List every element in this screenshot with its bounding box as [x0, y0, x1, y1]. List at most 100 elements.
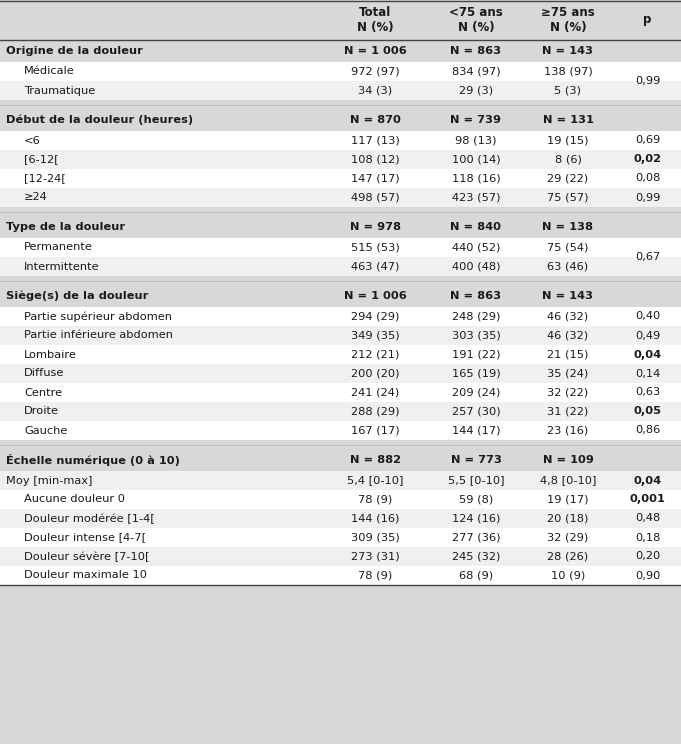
Text: 834 (97): 834 (97): [452, 66, 501, 77]
Text: ≥75 ans
N (%): ≥75 ans N (%): [541, 6, 595, 34]
Text: 75 (57): 75 (57): [548, 193, 589, 202]
Text: 0,05: 0,05: [633, 406, 661, 417]
Text: 277 (36): 277 (36): [452, 533, 501, 542]
Bar: [0, 440, 681, 449]
Bar: [0, 62, 681, 81]
Bar: [0, 216, 681, 238]
Text: 63 (46): 63 (46): [548, 261, 588, 272]
Text: Douleur maximale 10: Douleur maximale 10: [24, 571, 147, 580]
Bar: [0, 383, 681, 402]
Text: 100 (14): 100 (14): [452, 155, 501, 164]
Bar: [0, 490, 681, 509]
Bar: [0, 345, 681, 364]
Text: 400 (48): 400 (48): [452, 261, 501, 272]
Text: 124 (16): 124 (16): [452, 513, 500, 524]
Text: 200 (20): 200 (20): [351, 368, 399, 379]
Bar: [0, 471, 681, 490]
Text: 144 (16): 144 (16): [351, 513, 399, 524]
Text: 273 (31): 273 (31): [351, 551, 399, 562]
Text: 19 (17): 19 (17): [548, 495, 589, 504]
Text: ≥24: ≥24: [24, 193, 48, 202]
Text: Début de la douleur (heures): Début de la douleur (heures): [6, 115, 193, 125]
Text: 212 (21): 212 (21): [351, 350, 399, 359]
Text: 0,49: 0,49: [635, 330, 660, 341]
Text: 288 (29): 288 (29): [351, 406, 399, 417]
Text: 0,18: 0,18: [635, 533, 660, 542]
Text: 118 (16): 118 (16): [452, 173, 501, 184]
Text: N = 138: N = 138: [543, 222, 594, 232]
Bar: [0, 257, 681, 276]
Text: Douleur sévère [7-10[: Douleur sévère [7-10[: [24, 551, 150, 562]
Bar: [0, 0, 681, 40]
Text: 31 (22): 31 (22): [548, 406, 588, 417]
Bar: [0, 449, 681, 471]
Text: [12-24[: [12-24[: [24, 173, 66, 184]
Text: 440 (52): 440 (52): [452, 243, 500, 252]
Text: <75 ans
N (%): <75 ans N (%): [449, 6, 503, 34]
Bar: [0, 81, 681, 100]
Text: 165 (19): 165 (19): [452, 368, 501, 379]
Text: 78 (9): 78 (9): [358, 495, 392, 504]
Bar: [0, 188, 681, 207]
Text: Intermittente: Intermittente: [24, 261, 99, 272]
Text: N = 131: N = 131: [543, 115, 593, 125]
Bar: [0, 364, 681, 383]
Text: 78 (9): 78 (9): [358, 571, 392, 580]
Text: 5,5 [0-10]: 5,5 [0-10]: [447, 475, 504, 486]
Text: N = 773: N = 773: [451, 455, 501, 465]
Bar: [0, 131, 681, 150]
Text: 423 (57): 423 (57): [452, 193, 501, 202]
Text: 0,001: 0,001: [629, 495, 665, 504]
Bar: [0, 276, 681, 285]
Text: 23 (16): 23 (16): [548, 426, 588, 435]
Text: N = 863: N = 863: [450, 46, 502, 56]
Text: 144 (17): 144 (17): [452, 426, 501, 435]
Text: Partie inférieure abdomen: Partie inférieure abdomen: [24, 330, 173, 341]
Text: Traumatique: Traumatique: [24, 86, 95, 95]
Text: Siège(s) de la douleur: Siège(s) de la douleur: [6, 291, 148, 301]
Text: 32 (29): 32 (29): [548, 533, 588, 542]
Text: 349 (35): 349 (35): [351, 330, 399, 341]
Bar: [0, 40, 681, 62]
Text: [6-12[: [6-12[: [24, 155, 59, 164]
Text: N = 863: N = 863: [450, 291, 502, 301]
Text: Origine de la douleur: Origine de la douleur: [6, 46, 143, 56]
Text: 34 (3): 34 (3): [358, 86, 392, 95]
Text: 241 (24): 241 (24): [351, 388, 399, 397]
Text: N = 739: N = 739: [451, 115, 501, 125]
Text: 5 (3): 5 (3): [554, 86, 582, 95]
Text: 0,04: 0,04: [633, 350, 661, 359]
Text: <6: <6: [24, 135, 41, 146]
Text: Moy [min-max]: Moy [min-max]: [6, 475, 93, 486]
Text: 75 (54): 75 (54): [548, 243, 588, 252]
Text: 0,14: 0,14: [635, 368, 660, 379]
Text: Droite: Droite: [24, 406, 59, 417]
Text: 138 (97): 138 (97): [543, 66, 592, 77]
Text: 29 (22): 29 (22): [548, 173, 588, 184]
Text: Gauche: Gauche: [24, 426, 67, 435]
Text: 191 (22): 191 (22): [452, 350, 501, 359]
Text: 257 (30): 257 (30): [452, 406, 501, 417]
Text: 46 (32): 46 (32): [548, 330, 588, 341]
Text: 167 (17): 167 (17): [351, 426, 399, 435]
Text: 29 (3): 29 (3): [459, 86, 493, 95]
Text: Type de la douleur: Type de la douleur: [6, 222, 125, 232]
Bar: [0, 238, 681, 257]
Bar: [0, 285, 681, 307]
Text: 5,4 [0-10]: 5,4 [0-10]: [347, 475, 403, 486]
Text: 32 (22): 32 (22): [548, 388, 588, 397]
Text: 19 (15): 19 (15): [548, 135, 589, 146]
Text: 309 (35): 309 (35): [351, 533, 399, 542]
Text: N = 143: N = 143: [543, 291, 594, 301]
Text: N = 870: N = 870: [349, 115, 400, 125]
Text: Lombaire: Lombaire: [24, 350, 77, 359]
Text: 0,63: 0,63: [635, 388, 660, 397]
Text: 28 (26): 28 (26): [548, 551, 588, 562]
Bar: [0, 509, 681, 528]
Bar: [0, 402, 681, 421]
Text: 0,90: 0,90: [635, 571, 660, 580]
Text: 20 (18): 20 (18): [548, 513, 588, 524]
Text: Douleur modérée [1-4[: Douleur modérée [1-4[: [24, 513, 155, 524]
Bar: [0, 421, 681, 440]
Text: Aucune douleur 0: Aucune douleur 0: [24, 495, 125, 504]
